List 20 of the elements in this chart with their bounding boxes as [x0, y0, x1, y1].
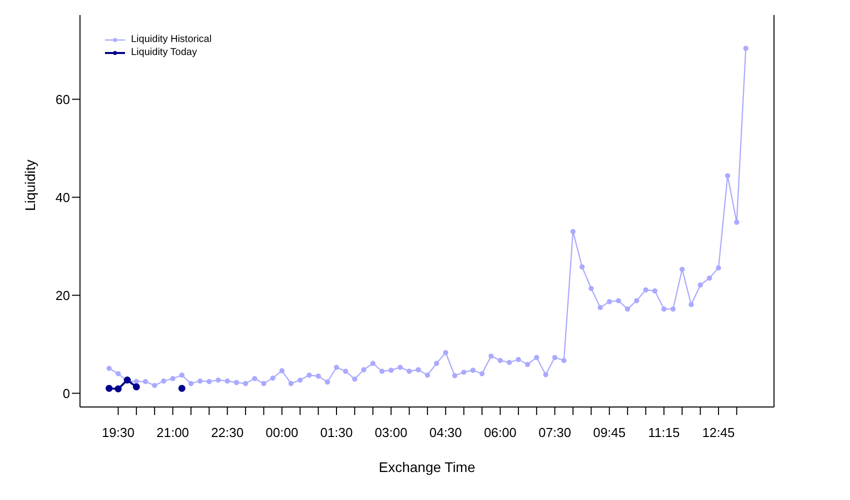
x-tick-label: 07:30 [538, 425, 572, 440]
x-axis-title: Exchange Time [378, 459, 476, 475]
x-tick-label: 12:45 [702, 425, 735, 440]
y-axis-title: Liquidity [22, 160, 38, 211]
legend-label: Liquidity Today [131, 46, 197, 59]
x-tick-label: 21:00 [156, 425, 190, 440]
x-tick-label: 19:30 [102, 425, 134, 440]
x-tick-label: 01:30 [320, 425, 353, 440]
x-tick-label: 03:00 [374, 425, 408, 440]
y-tick-label: 0 [62, 386, 70, 401]
y-tick-label: 40 [56, 190, 70, 205]
x-tick-label: 22:30 [211, 425, 244, 440]
x-tick-label: 04:30 [429, 425, 462, 440]
legend-label: Liquidity Historical [131, 33, 212, 46]
y-tick-label: 20 [56, 288, 70, 303]
x-tick-label: 11:15 [648, 425, 680, 440]
y-tick-label: 60 [56, 92, 70, 107]
x-tick-label: 06:00 [484, 425, 516, 440]
x-tick-label: 09:45 [593, 425, 626, 440]
x-tick-label: 00:00 [266, 425, 298, 440]
